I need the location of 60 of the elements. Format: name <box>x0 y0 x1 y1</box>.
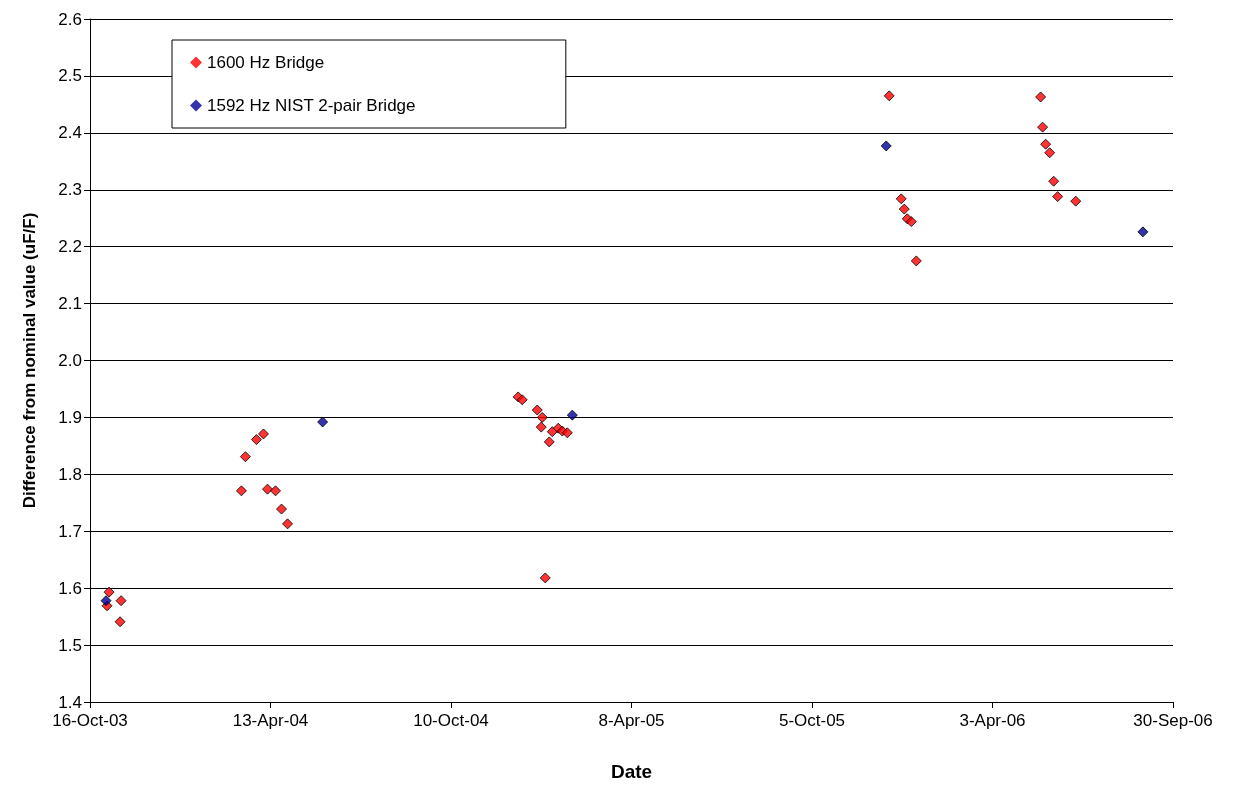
point <box>276 503 288 515</box>
y-tick-label: 1.4 <box>58 692 82 712</box>
point <box>531 404 543 416</box>
x-tick-label: 13-Apr-04 <box>232 711 309 730</box>
point <box>1052 191 1064 203</box>
x-tick-label: 30-Sep-06 <box>1133 711 1213 730</box>
legend-label: 1592 Hz NIST 2-pair Bridge <box>207 96 416 115</box>
point <box>561 427 573 439</box>
legend-label: 1600 Hz Bridge <box>207 53 325 72</box>
point <box>516 394 528 406</box>
point <box>883 90 895 102</box>
x-tick-label: 5-Oct-05 <box>778 711 846 730</box>
y-tick-label: 2.5 <box>58 66 82 86</box>
point <box>317 416 329 428</box>
y-tick-label: 1.9 <box>58 407 82 427</box>
point <box>539 572 551 584</box>
point <box>270 485 282 497</box>
point <box>239 451 251 463</box>
point <box>115 595 127 607</box>
point <box>1035 91 1047 103</box>
y-tick-label: 2.1 <box>58 294 82 314</box>
point <box>543 436 555 448</box>
point <box>114 616 126 628</box>
point <box>905 216 917 228</box>
y-tick-label: 1.6 <box>58 578 82 598</box>
point <box>282 518 294 530</box>
point <box>898 203 910 215</box>
point <box>1137 226 1149 238</box>
point <box>1044 147 1056 159</box>
point <box>1070 195 1082 207</box>
point <box>535 421 547 433</box>
x-tick-label: 8-Apr-05 <box>598 711 665 730</box>
point <box>1040 138 1052 150</box>
point <box>103 586 115 598</box>
point <box>235 485 247 497</box>
y-axis-title: Difference from nominal value (uF/F) <box>20 212 39 509</box>
point <box>910 255 922 267</box>
y-tick-label: 2.6 <box>58 9 82 29</box>
point <box>1048 175 1060 187</box>
point <box>1037 121 1049 133</box>
point <box>250 434 262 446</box>
y-tick-label: 1.5 <box>58 635 82 655</box>
y-tick-label: 2.3 <box>58 180 82 200</box>
y-tick-label: 2.4 <box>58 123 82 143</box>
point <box>546 426 558 438</box>
point <box>257 428 269 440</box>
point <box>261 483 273 495</box>
point <box>566 409 578 421</box>
x-axis-title: Date <box>610 761 653 782</box>
y-tick-label: 1.8 <box>58 464 82 484</box>
x-tick-label: 10-Oct-04 <box>413 711 489 730</box>
x-tick-label: 3-Apr-06 <box>959 711 1026 730</box>
point <box>880 140 892 152</box>
point <box>536 411 548 423</box>
y-tick-label: 2.2 <box>58 237 82 257</box>
y-tick-label: 2.0 <box>58 351 82 370</box>
point <box>100 595 112 607</box>
x-tick-label: 16-Oct-03 <box>52 711 128 730</box>
y-tick-label: 1.7 <box>58 521 82 541</box>
point <box>895 193 907 205</box>
